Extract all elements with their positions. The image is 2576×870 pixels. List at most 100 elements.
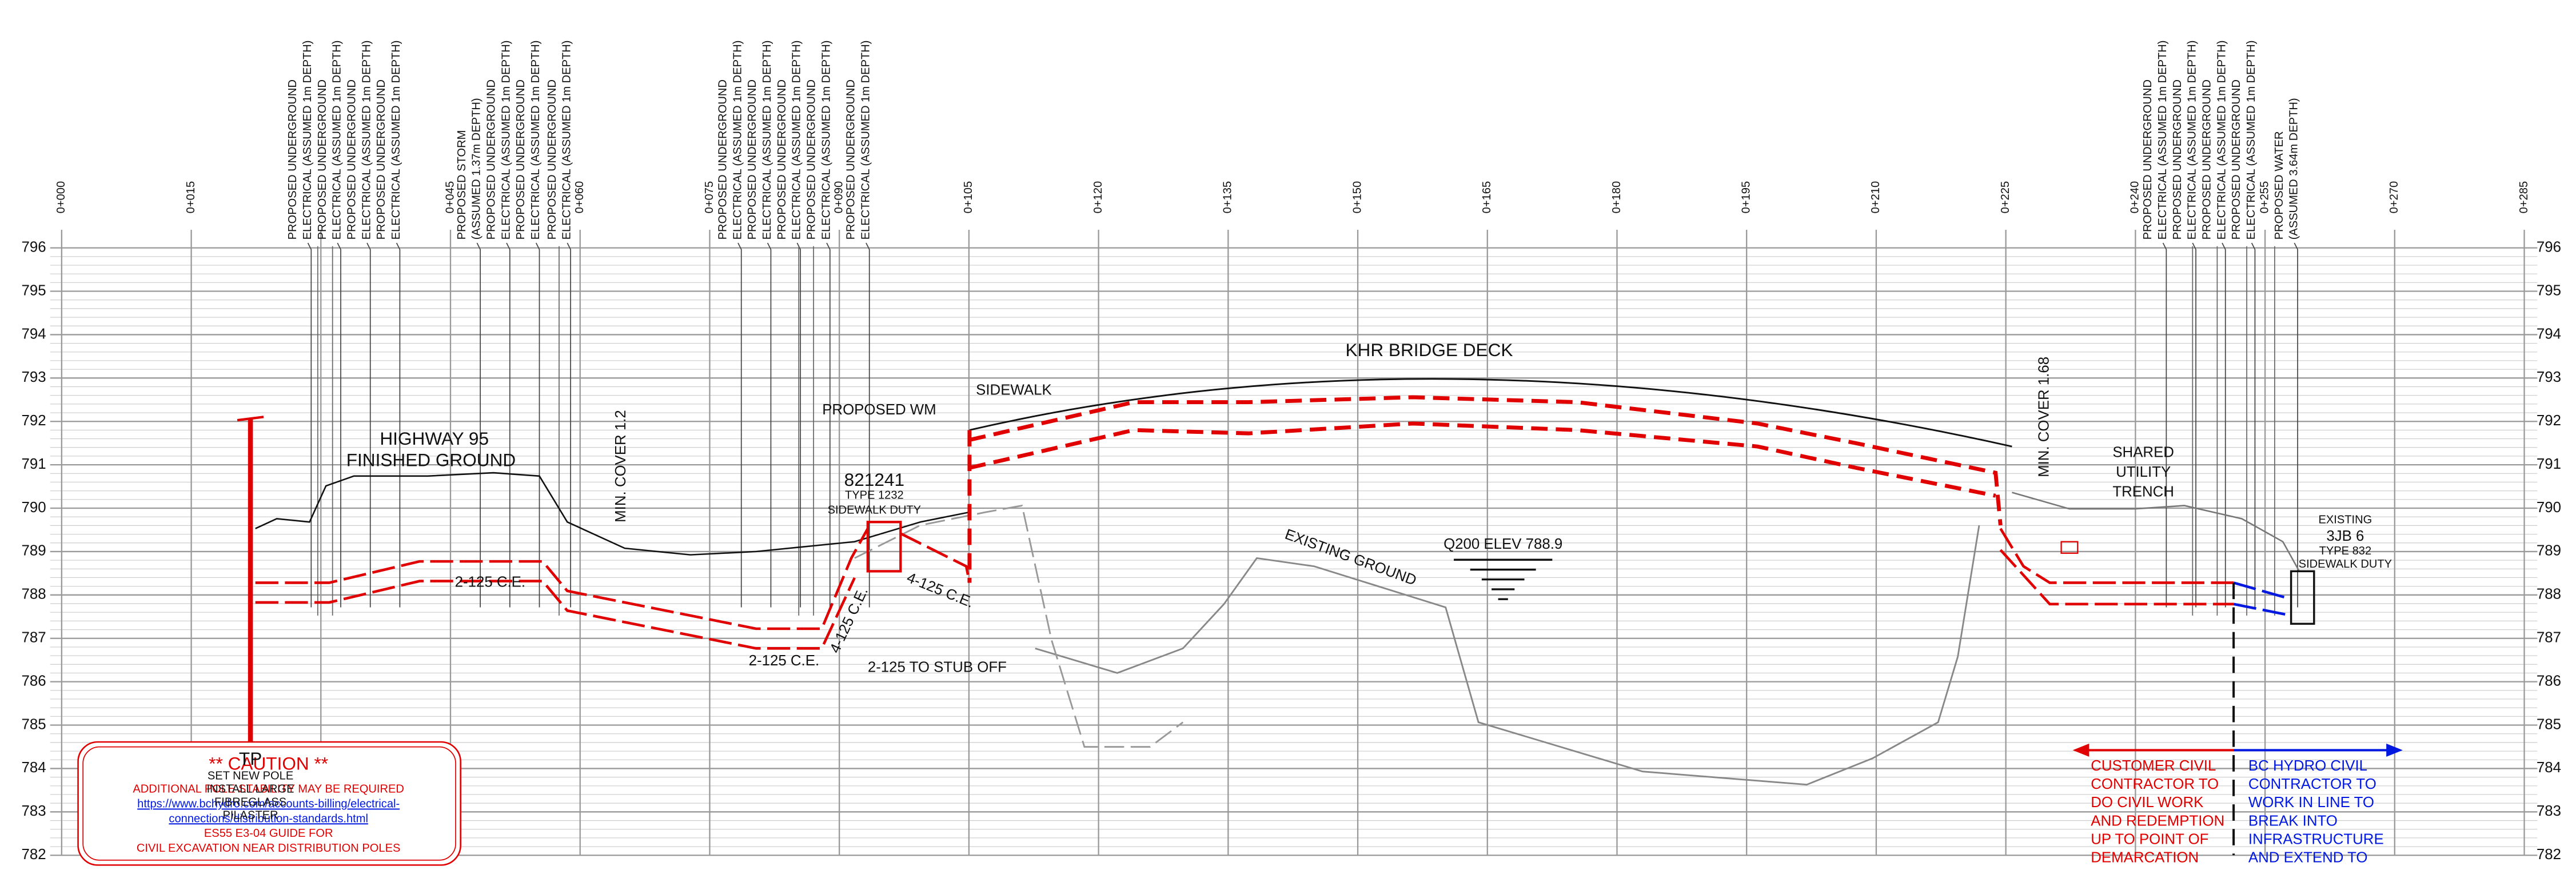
existing-jb: [2290, 570, 2315, 625]
trench-marker: [2060, 541, 2079, 554]
wm-top: [969, 395, 2003, 526]
elevation-label: 790: [21, 500, 46, 516]
customer-note: UP TO POINT OF: [2091, 832, 2208, 848]
leader-line: [396, 242, 401, 608]
station-label: 0+015: [185, 181, 197, 213]
leader-line: [2251, 242, 2256, 608]
existing-ground-right: [2012, 492, 2300, 572]
utility-label: ELECTRICAL (ASSUMED 1m DEPTH): [561, 41, 573, 240]
station-label: 0+060: [573, 181, 586, 213]
utility-label: PROPOSED STORM: [456, 130, 468, 240]
caution-line: ES55 E3-04 GUIDE FOR: [204, 827, 333, 840]
utility-label: PROPOSED WATER: [2273, 131, 2286, 240]
utility-label: ELECTRICAL (ASSUMED 1m DEPTH): [820, 41, 832, 240]
bc-hydro-note: BREAK INTO: [2248, 813, 2338, 829]
utility-label: PROPOSED UNDERGROUND: [375, 79, 388, 240]
annotation: 2-125 C.E.: [455, 574, 525, 590]
annotation: PILASTER: [223, 809, 278, 822]
utility-label: PROPOSED UNDERGROUND: [716, 79, 729, 240]
bc-hydro-note: CONTRACTOR TO: [2248, 776, 2376, 792]
annotation: SIDEWALK DUTY: [2299, 558, 2392, 570]
leader-line: [737, 242, 742, 608]
utility-label: (ASSUMED 3.64m DEPTH): [2288, 98, 2300, 240]
elevation-label: 782: [21, 847, 46, 863]
station-label: 0+210: [1869, 181, 1882, 213]
customer-note: CONTRACTOR TO: [2091, 776, 2219, 792]
caution-title: ** CAUTION **: [209, 753, 328, 774]
junction-box: [866, 521, 902, 573]
conduit-blue-upper: [2233, 581, 2292, 601]
station-label: 0+240: [2129, 181, 2142, 213]
caution-link[interactable]: https://www.bchydro.com/accounts-billing…: [137, 797, 400, 810]
bc-hydro-note: BC HYDRO CIVIL: [2248, 758, 2367, 774]
customer-note: DO CIVIL WORK: [2091, 795, 2203, 811]
elevation-label: 792: [2537, 413, 2561, 429]
utility-label: PROPOSED UNDERGROUND: [2200, 79, 2213, 240]
elevation-label: 790: [2537, 500, 2561, 516]
bc-hydro-note: WORK IN LINE TO: [2248, 795, 2374, 811]
annotation: 2-125 TO STUB OFF: [868, 660, 1007, 676]
arrow-head: [2072, 743, 2089, 757]
annotation: FIBREGLASS: [214, 796, 286, 809]
elevation-label: 796: [21, 239, 46, 255]
leader-line: [567, 242, 571, 608]
wm-bottom: [969, 421, 1996, 498]
station-label: 0+000: [55, 181, 67, 213]
utility-label: PROPOSED UNDERGROUND: [2142, 79, 2154, 240]
annotation: TYPE 832: [2319, 545, 2372, 557]
utility-label: ELECTRICAL (ASSUMED 1m DEPTH): [331, 41, 344, 240]
watermain: [967, 395, 2003, 583]
annotation: UTILITY: [2116, 464, 2171, 480]
caution-box-inner: [82, 746, 456, 861]
elevation-label: 786: [2537, 673, 2561, 689]
elevation-label: 795: [21, 282, 46, 298]
annotation: SHARED: [2112, 444, 2174, 460]
utility-label: PROPOSED UNDERGROUND: [746, 79, 759, 240]
leader-line: [767, 242, 772, 608]
annotation: MIN. COVER 1.2: [613, 410, 629, 522]
utility-label: ELECTRICAL (ASSUMED 1m DEPTH): [360, 41, 373, 240]
conduit-right-upper: [1999, 528, 2234, 584]
annotation: TRENCH: [2112, 484, 2174, 500]
annotation: 3JB 6: [2326, 528, 2364, 544]
utility-label: PROPOSED UNDERGROUND: [546, 79, 559, 240]
utility-label: PROPOSED UNDERGROUND: [286, 79, 299, 240]
annotation: TP: [239, 748, 262, 769]
caution-box: [77, 741, 461, 866]
elevation-label: 785: [21, 716, 46, 732]
finished-ground: [255, 472, 970, 556]
caution-link[interactable]: connections/distribution-standards.html: [169, 812, 368, 825]
leader-line: [535, 242, 540, 608]
conduit-blue-lower: [2233, 602, 2292, 617]
elevation-label: 789: [2537, 543, 2561, 559]
elevation-label: 796: [2537, 239, 2561, 255]
leader-line: [2222, 242, 2226, 608]
leader-line: [826, 242, 831, 608]
annotation: 821241: [844, 469, 904, 490]
leader-line: [2162, 242, 2167, 608]
elevation-label: 785: [2537, 716, 2561, 732]
station-label: 0+075: [703, 181, 716, 213]
annotation: EXISTING: [2318, 514, 2372, 526]
utility-label: PROPOSED UNDERGROUND: [345, 79, 358, 240]
utility-label: ELECTRICAL (ASSUMED 1m DEPTH): [529, 41, 542, 240]
annotation: INSTALL LARGE: [207, 783, 294, 796]
elevation-label: 794: [21, 326, 46, 342]
annotation: SIDEWALK DUTY: [828, 504, 921, 516]
elevation-label: 784: [21, 760, 46, 776]
station-label: 0+105: [962, 181, 975, 213]
customer-note: DEMARCATION: [2091, 850, 2199, 866]
leader-line: [2294, 242, 2298, 608]
conduit-lower: [255, 577, 856, 650]
elevation-label: 784: [2537, 760, 2561, 776]
elevation-label: 787: [2537, 630, 2561, 646]
existing-ground-dashed: [854, 504, 1184, 748]
utility-label: ELECTRICAL (ASSUMED 1m DEPTH): [2245, 41, 2258, 240]
customer-note: AND REDEMPTION: [2091, 813, 2224, 829]
utility-label: ELECTRICAL (ASSUMED 1m DEPTH): [791, 41, 803, 240]
elevation-label: 782: [2537, 847, 2561, 863]
annotation: KHR BRIDGE DECK: [1345, 340, 1513, 360]
water-symbol: [1454, 558, 1553, 600]
arrow-head: [2386, 743, 2403, 757]
